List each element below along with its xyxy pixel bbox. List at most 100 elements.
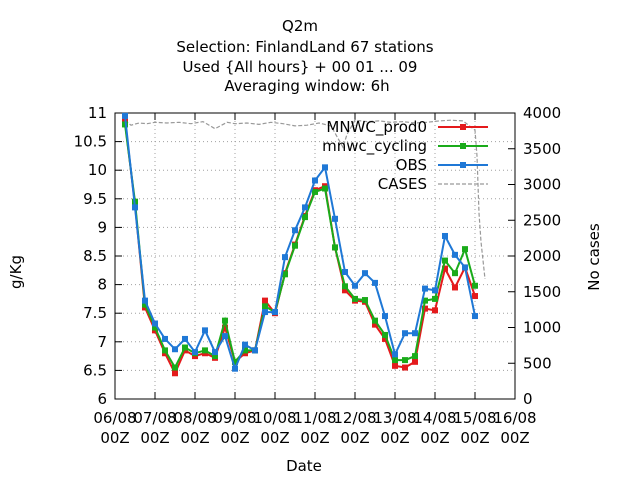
data-point-obs xyxy=(192,349,198,356)
x-tick-label-hour: 00Z xyxy=(260,429,289,447)
data-point-obs xyxy=(132,204,138,211)
series-line-mnwc-cycling xyxy=(124,124,476,370)
data-point-mnwc-prod0 xyxy=(372,321,378,328)
data-point-obs xyxy=(222,333,228,340)
data-point-obs xyxy=(432,287,438,294)
series-group xyxy=(122,112,478,377)
data-point-mnwc-cycling xyxy=(402,357,408,364)
y-tick-label: 10.5 xyxy=(74,133,107,151)
data-point-mnwc-cycling xyxy=(262,303,268,310)
data-point-mnwc-prod0 xyxy=(402,364,408,371)
y-axis-label: g/Kg xyxy=(7,255,25,289)
legend-label-mnwc-prod0: MNWC_prod0 xyxy=(326,118,427,137)
data-point-obs xyxy=(422,285,428,292)
chart-title: Q2m xyxy=(282,17,318,35)
y-axis-ticks: 6 6.5 7 7.5 8 8.5 9 9.5 10 10.5 11 xyxy=(74,104,122,408)
data-point-mnwc-cycling xyxy=(282,271,288,278)
data-point-obs xyxy=(312,177,318,184)
data-point-mnwc-prod0 xyxy=(262,297,268,304)
data-point-obs xyxy=(152,320,158,327)
data-point-mnwc-cycling xyxy=(162,347,168,354)
data-point-mnwc-cycling xyxy=(212,353,218,360)
x-tick-label-hour: 00Z xyxy=(500,429,529,447)
x-tick-label-date: 06/08 xyxy=(93,409,136,427)
y2-tick-label: 500 xyxy=(523,354,552,372)
data-point-mnwc-prod0 xyxy=(392,362,398,369)
data-point-mnwc-cycling xyxy=(412,353,418,360)
series-line-cases xyxy=(124,119,486,279)
y2-tick-label: 2500 xyxy=(523,211,561,229)
x-tick-label-date: 16/08 xyxy=(493,409,536,427)
data-point-obs xyxy=(142,297,148,304)
x-tick-label-date: 15/08 xyxy=(453,409,496,427)
data-point-mnwc-prod0 xyxy=(412,358,418,365)
x-tick-label-hour: 00Z xyxy=(300,429,329,447)
y-tick-label: 6 xyxy=(97,390,107,408)
legend-marker-obs xyxy=(460,162,466,168)
y-tick-label: 8.5 xyxy=(83,247,107,265)
data-point-mnwc-cycling xyxy=(222,317,228,324)
data-point-mnwc-cycling xyxy=(472,282,478,289)
data-point-obs xyxy=(212,349,218,356)
y2-axis-label: No cases xyxy=(585,223,603,291)
data-point-mnwc-cycling xyxy=(372,317,378,324)
legend-label-mnwc-cycling: mnwc_cycling xyxy=(322,137,427,156)
data-point-obs xyxy=(352,282,358,289)
chart-subtitle-used: Used {All hours} + 00 01 ... 09 xyxy=(183,58,418,76)
x-tick-label-date: 12/08 xyxy=(333,409,376,427)
y2-axis-ticks: 0 500 1000 1500 2000 2500 3000 3500 4000 xyxy=(508,104,561,408)
x-tick-label-hour: 00Z xyxy=(420,429,449,447)
data-point-mnwc-cycling xyxy=(442,257,448,264)
data-point-mnwc-prod0 xyxy=(172,370,178,377)
data-point-obs xyxy=(402,330,408,337)
data-point-mnwc-cycling xyxy=(292,242,298,249)
y2-tick-label: 0 xyxy=(523,390,533,408)
data-point-obs xyxy=(462,264,468,271)
data-point-mnwc-cycling xyxy=(432,295,438,302)
x-tick-label-hour: 00Z xyxy=(100,429,129,447)
data-point-obs xyxy=(442,232,448,239)
data-point-mnwc-cycling xyxy=(182,344,188,351)
data-point-obs xyxy=(472,313,478,320)
data-point-obs xyxy=(172,346,178,353)
x-axis-ticks: 06/0800Z07/0800Z08/0800Z09/0800Z10/0800Z… xyxy=(93,113,537,447)
chart-subtitle-selection: Selection: FinlandLand 67 stations xyxy=(176,38,433,56)
data-point-mnwc-cycling xyxy=(322,185,328,192)
data-point-obs xyxy=(302,204,308,211)
data-point-mnwc-prod0 xyxy=(432,307,438,314)
y2-tick-label: 3000 xyxy=(523,176,561,194)
data-point-obs xyxy=(202,327,208,334)
data-point-obs xyxy=(322,164,328,171)
legend-marker-mnwc-cycling xyxy=(460,143,466,149)
data-point-mnwc-cycling xyxy=(362,297,368,304)
data-point-obs xyxy=(272,309,278,316)
data-point-mnwc-cycling xyxy=(152,324,158,331)
data-point-obs xyxy=(412,330,418,337)
data-point-obs xyxy=(122,112,128,119)
y2-tick-label: 1000 xyxy=(523,319,561,337)
legend-label-obs: OBS xyxy=(396,156,427,174)
data-point-mnwc-prod0 xyxy=(422,305,428,312)
x-tick-label-date: 11/08 xyxy=(293,409,336,427)
y-tick-label: 10 xyxy=(88,161,107,179)
data-point-mnwc-cycling xyxy=(352,295,358,302)
x-axis-label: Date xyxy=(286,457,322,475)
x-tick-label-hour: 00Z xyxy=(340,429,369,447)
x-tick-label-hour: 00Z xyxy=(140,429,169,447)
cases-series xyxy=(124,119,486,279)
x-tick-label-hour: 00Z xyxy=(380,429,409,447)
data-point-mnwc-cycling xyxy=(172,364,178,371)
x-tick-label-date: 14/08 xyxy=(413,409,456,427)
data-point-mnwc-cycling xyxy=(332,244,338,251)
x-tick-label-date: 07/08 xyxy=(133,409,176,427)
legend-label-cases: CASES xyxy=(378,175,427,193)
data-point-mnwc-prod0 xyxy=(342,287,348,294)
y2-tick-label: 2000 xyxy=(523,247,561,265)
data-point-mnwc-prod0 xyxy=(442,265,448,272)
data-point-mnwc-prod0 xyxy=(222,324,228,331)
data-point-obs xyxy=(332,215,338,222)
data-point-obs xyxy=(342,269,348,276)
data-point-mnwc-cycling xyxy=(382,331,388,338)
